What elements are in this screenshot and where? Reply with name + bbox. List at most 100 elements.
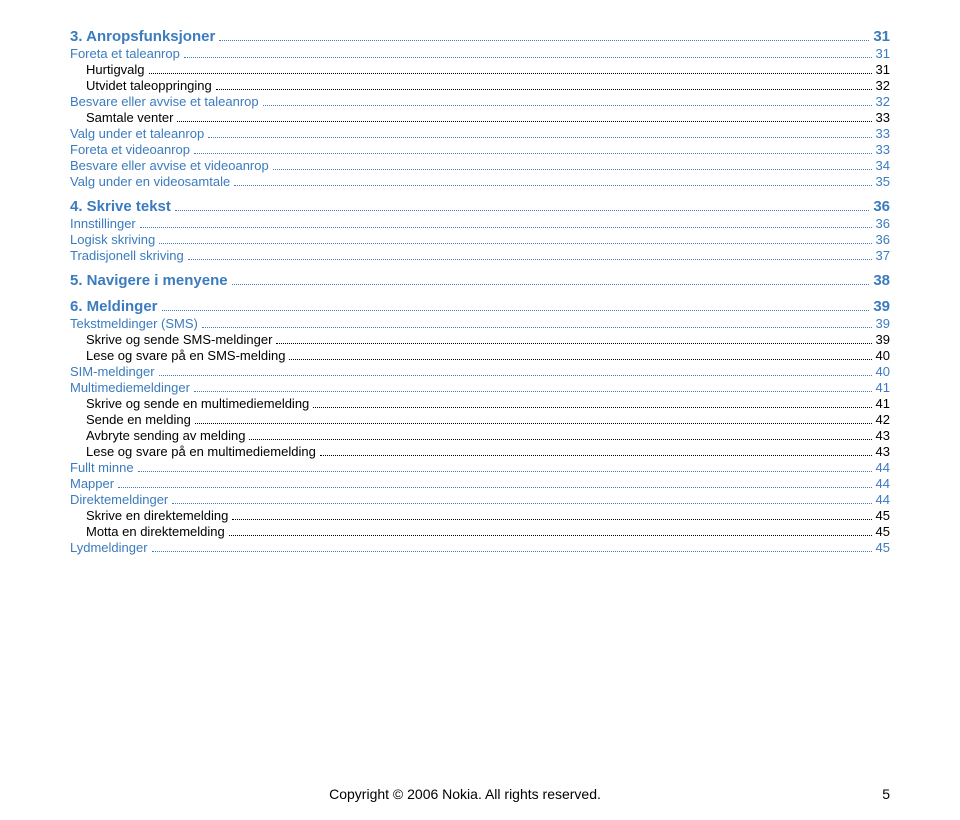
toc-label: Mapper [70, 476, 114, 491]
toc-label: Direktemeldinger [70, 492, 168, 507]
toc-label: Valg under et taleanrop [70, 126, 204, 141]
toc-label: 5. Navigere i menyene [70, 272, 228, 289]
toc-page: 39 [876, 332, 890, 347]
toc-page: 42 [876, 412, 890, 427]
toc-row: Hurtigvalg31 [70, 62, 890, 77]
toc-leader-dots [188, 259, 872, 260]
toc-leader-dots [159, 243, 871, 244]
toc-page: 31 [876, 46, 890, 61]
toc-leader-dots [175, 210, 869, 211]
toc-row: Logisk skriving 36 [70, 232, 890, 247]
toc-page: 40 [876, 348, 890, 363]
toc-page: 36 [876, 216, 890, 231]
toc-row: 3. Anropsfunksjoner 31 [70, 28, 890, 45]
toc-page: 38 [873, 272, 890, 289]
toc-leader-dots [162, 310, 870, 311]
toc-label: Lese og svare på en SMS-melding [86, 348, 285, 363]
toc-row: Valg under en videosamtale35 [70, 174, 890, 189]
toc-page: 43 [876, 428, 890, 443]
toc-label: SIM-meldinger [70, 364, 155, 379]
toc-leader-dots [118, 487, 871, 488]
toc-page: 43 [876, 444, 890, 459]
toc-leader-dots [184, 57, 872, 58]
toc-page: 39 [876, 316, 890, 331]
toc-page: 44 [876, 460, 890, 475]
toc-row: Skrive og sende en multimediemelding 41 [70, 396, 890, 411]
toc-leader-dots [276, 343, 871, 344]
toc-label: Besvare eller avvise et taleanrop [70, 94, 259, 109]
toc-label: Logisk skriving [70, 232, 155, 247]
toc-label: Lese og svare på en multimediemelding [86, 444, 316, 459]
toc-page: 33 [876, 142, 890, 157]
toc-label: Skrive en direktemelding [86, 508, 228, 523]
toc-label: Foreta et videoanrop [70, 142, 190, 157]
toc-row: Lese og svare på en multimediemelding 43 [70, 444, 890, 459]
toc-row: Besvare eller avvise et videoanrop34 [70, 158, 890, 173]
toc-label: 3. Anropsfunksjoner [70, 28, 215, 45]
toc-leader-dots [216, 89, 872, 90]
toc-row: Foreta et videoanrop 33 [70, 142, 890, 157]
toc-page: 45 [876, 508, 890, 523]
toc-row: Fullt minne44 [70, 460, 890, 475]
copyright-text: Copyright © 2006 Nokia. All rights reser… [70, 786, 860, 802]
toc-page: 33 [876, 126, 890, 141]
toc-leader-dots [152, 551, 872, 552]
toc-page: 41 [876, 396, 890, 411]
toc-leader-dots [320, 455, 872, 456]
toc-row: Tradisjonell skriving37 [70, 248, 890, 263]
toc-leader-dots [202, 327, 872, 328]
toc-leader-dots [172, 503, 871, 504]
toc-label: Skrive og sende SMS-meldinger [86, 332, 272, 347]
toc-row: Samtale venter 33 [70, 110, 890, 125]
toc-leader-dots [232, 284, 870, 285]
toc-row: 5. Navigere i menyene 38 [70, 272, 890, 289]
toc-leader-dots [140, 227, 872, 228]
toc-row: Direktemeldinger 44 [70, 492, 890, 507]
toc-row: Lese og svare på en SMS-melding 40 [70, 348, 890, 363]
toc-row: Multimediemeldinger 41 [70, 380, 890, 395]
toc-row: 6. Meldinger 39 [70, 298, 890, 315]
toc-page: 33 [876, 110, 890, 125]
toc-leader-dots [263, 105, 872, 106]
toc-label: Multimediemeldinger [70, 380, 190, 395]
toc-leader-dots [234, 185, 871, 186]
toc-label: Samtale venter [86, 110, 173, 125]
page-footer: Copyright © 2006 Nokia. All rights reser… [70, 786, 890, 802]
toc-page: 44 [876, 492, 890, 507]
toc-row: Utvidet taleoppringing 32 [70, 78, 890, 93]
toc-row: Mapper44 [70, 476, 890, 491]
toc-label: 6. Meldinger [70, 298, 158, 315]
toc-label: Valg under en videosamtale [70, 174, 230, 189]
toc-leader-dots [195, 423, 872, 424]
toc-label: Avbryte sending av melding [86, 428, 245, 443]
toc-label: Foreta et taleanrop [70, 46, 180, 61]
toc-page: 39 [873, 298, 890, 315]
toc-page: 31 [873, 28, 890, 45]
toc-page: 32 [876, 78, 890, 93]
toc-label: Besvare eller avvise et videoanrop [70, 158, 269, 173]
toc-row: Avbryte sending av melding 43 [70, 428, 890, 443]
toc-row: SIM-meldinger 40 [70, 364, 890, 379]
toc-leader-dots [138, 471, 872, 472]
toc-label: Lydmeldinger [70, 540, 148, 555]
toc-leader-dots [249, 439, 871, 440]
toc-leader-dots [208, 137, 871, 138]
toc-row: Besvare eller avvise et taleanrop32 [70, 94, 890, 109]
toc-label: Utvidet taleoppringing [86, 78, 212, 93]
toc-page: 41 [876, 380, 890, 395]
toc-page: 36 [876, 232, 890, 247]
toc-page: 40 [876, 364, 890, 379]
toc-label: Skrive og sende en multimediemelding [86, 396, 309, 411]
toc-row: 4. Skrive tekst36 [70, 198, 890, 215]
table-of-contents: 3. Anropsfunksjoner31Foreta et taleanrop… [70, 28, 890, 555]
toc-leader-dots [232, 519, 871, 520]
toc-leader-dots [219, 40, 869, 41]
toc-page: 45 [876, 524, 890, 539]
page-number: 5 [860, 786, 890, 802]
toc-row: Tekstmeldinger (SMS)39 [70, 316, 890, 331]
toc-page: 45 [876, 540, 890, 555]
toc-label: Tradisjonell skriving [70, 248, 184, 263]
toc-leader-dots [313, 407, 871, 408]
toc-leader-dots [289, 359, 871, 360]
toc-row: Foreta et taleanrop 31 [70, 46, 890, 61]
